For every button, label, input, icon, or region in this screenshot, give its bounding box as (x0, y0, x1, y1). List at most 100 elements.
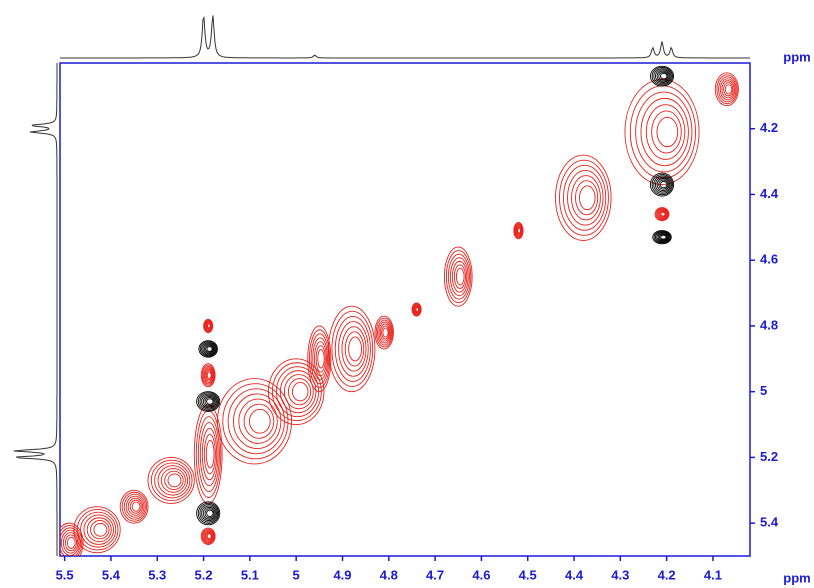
contour-ring (654, 231, 670, 243)
contour-ring (651, 67, 673, 86)
x-tick-label: 4.8 (380, 567, 398, 582)
contour-ring (651, 174, 673, 196)
contour-ring (651, 110, 682, 154)
contour-ring (203, 344, 215, 354)
contour-ring (204, 368, 213, 382)
contour-ring (64, 534, 77, 552)
contour-ring (635, 91, 693, 173)
contour-ring (203, 367, 214, 384)
contour-ring (198, 340, 218, 358)
contour-ring (334, 316, 371, 382)
x-tick-label: 5.1 (241, 567, 259, 582)
contour-ring (202, 395, 216, 408)
contour-ring (653, 230, 671, 244)
contour-ring (197, 502, 220, 524)
contour-ring (517, 227, 521, 234)
contour-ring (205, 370, 213, 381)
contour-ring (653, 68, 672, 85)
contour-ring (718, 76, 737, 103)
contour-ring (657, 233, 669, 242)
contour-ring (204, 508, 215, 519)
contour-ring (238, 398, 278, 444)
contour-ring (559, 159, 609, 236)
contour-ring (291, 382, 309, 402)
contour-ring (227, 388, 285, 455)
y-tick-label: 5 (760, 383, 767, 398)
contour-ring (657, 209, 668, 219)
x-tick-label: 4.6 (472, 567, 490, 582)
contour-ring (86, 517, 112, 543)
contour-ring (338, 321, 369, 377)
plot-frame (59, 62, 751, 557)
contour-ring (656, 208, 669, 220)
contour-ring (150, 459, 193, 502)
x-tick-label: 5.2 (195, 567, 213, 582)
contour-ring (200, 363, 216, 388)
contour-ring (131, 501, 141, 512)
contour-ring (201, 342, 217, 356)
contour-ring (656, 178, 670, 192)
contour-ring (216, 378, 292, 465)
contour-ring (203, 433, 216, 475)
contour-ring (344, 331, 365, 367)
contour-ring (60, 529, 80, 556)
contour-ring (201, 528, 215, 544)
contour-ring (443, 246, 473, 307)
contour-ring (721, 80, 735, 99)
contour-ring (658, 234, 668, 241)
contour-ring (206, 398, 214, 405)
contour-ring (287, 378, 312, 406)
left-projection (13, 63, 58, 556)
contour-ring (202, 529, 215, 543)
contour-ring (207, 323, 211, 329)
contour-ring (196, 391, 221, 412)
contour-ring (196, 501, 221, 526)
contour-ring (249, 408, 271, 434)
contour-ring (129, 499, 142, 514)
contour-ring (579, 185, 596, 211)
contour-ring (453, 264, 466, 289)
contour-ring (629, 85, 696, 179)
contour-ring (374, 315, 394, 350)
contour-ring (202, 506, 216, 520)
contour-ring (656, 232, 670, 242)
x-tick-label: 5.5 (56, 567, 74, 582)
x-tick-label: 5.3 (148, 567, 166, 582)
contour-ring (660, 211, 666, 217)
contour-ring (76, 509, 119, 551)
x-tick-label: 4.4 (565, 567, 584, 582)
x-tick-label: 4.7 (426, 567, 444, 582)
contour-ring (160, 467, 186, 493)
contour-ring (555, 154, 612, 241)
contour-ring (724, 84, 733, 95)
contour-ring (451, 260, 468, 293)
contour-ring (201, 394, 217, 409)
contour-ring (652, 230, 672, 245)
contour-ring (199, 393, 218, 410)
contour-ring (199, 504, 218, 523)
contour-ring (233, 393, 282, 450)
contour-ring (567, 169, 604, 226)
contour-ring (317, 349, 325, 369)
contour-ring (415, 307, 419, 312)
contour-ring (656, 116, 679, 148)
x-tick-label: 4.3 (611, 567, 629, 582)
contour-ring (445, 250, 472, 304)
contour-ring (654, 176, 671, 193)
contour-ring (60, 527, 81, 556)
contour-ring (204, 397, 215, 406)
contour-ring (307, 325, 332, 393)
contour-ring (279, 370, 317, 414)
y-tick-label: 4.2 (760, 120, 778, 135)
contour-ring (308, 329, 331, 389)
contour-ring (283, 374, 314, 410)
contour-ring (275, 366, 320, 418)
contour-ring (127, 497, 144, 516)
contour-ring (659, 211, 667, 218)
contour-ring (121, 491, 148, 522)
contour-ring (654, 69, 671, 83)
y-tick-label: 4.4 (760, 186, 779, 201)
contour-ring (203, 530, 214, 542)
contour-ring (197, 416, 220, 493)
y-tick-label: 5.2 (760, 449, 778, 464)
